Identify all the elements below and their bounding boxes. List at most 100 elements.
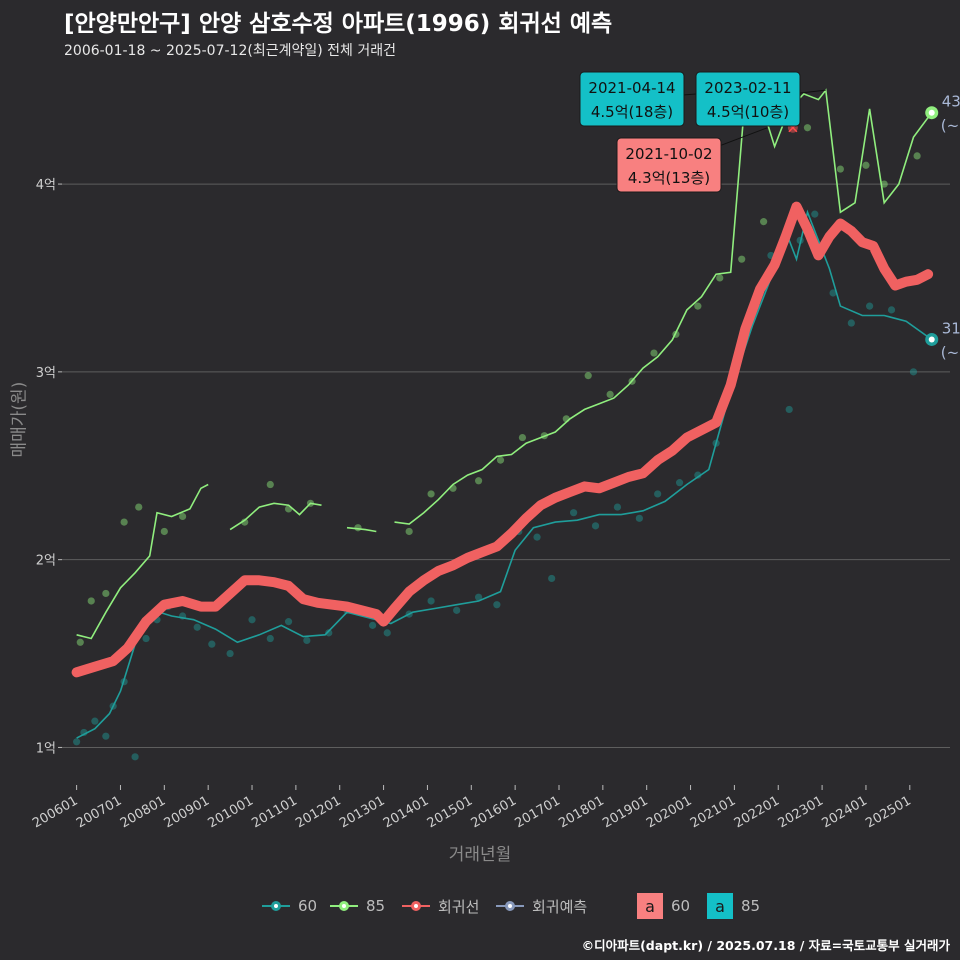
legend-label: 85 (366, 897, 386, 915)
regression-line (71, 201, 934, 678)
regression-path (71, 201, 934, 678)
x-tick-label: 200601 (30, 793, 80, 831)
point-60 (102, 732, 110, 740)
point-85 (102, 589, 110, 598)
point-60 (591, 522, 600, 530)
point-60 (284, 618, 293, 626)
y-ticks: 1억 2억 3억 4억 (36, 178, 62, 756)
legend-label-item-60: a 60 (637, 893, 690, 919)
legend-key (402, 901, 430, 911)
point-60 (654, 490, 662, 498)
point-60 (613, 503, 622, 511)
y-tick-label: 3억 (36, 366, 56, 381)
point-60 (694, 471, 702, 479)
chart-title: [안양만안구] 안양 삼호수정 아파트(1996) 회귀선 예측 (64, 11, 613, 37)
point-85 (760, 218, 768, 226)
point-85 (427, 490, 435, 498)
line-85 (229, 502, 322, 531)
point-60 (548, 574, 556, 583)
callout-date: 2021-10-02 (625, 145, 712, 163)
x-tick-label: 201301 (337, 793, 387, 831)
point-85 (518, 433, 527, 442)
x-ticks: 2006012007012008012009012010012011012012… (30, 785, 914, 831)
point-85 (803, 124, 812, 132)
point-60 (453, 606, 461, 614)
point-85 (87, 597, 95, 605)
point-60 (887, 306, 896, 314)
y-tick-label: 4억 (36, 178, 56, 193)
legend-item-60: 60 (262, 895, 317, 917)
legend-label: 회귀예측 (532, 897, 588, 916)
point-85 (913, 152, 921, 160)
callout-price: 4.3억(13층) (628, 169, 710, 187)
legend-label-item-85: a 85 (707, 893, 760, 919)
x-tick-label: 201101 (249, 793, 299, 831)
point-85 (241, 518, 249, 526)
point-60 (675, 479, 684, 487)
x-tick-label: 202101 (688, 793, 738, 831)
point-85 (178, 512, 187, 521)
x-axis-label: 거래년월 (448, 845, 512, 865)
point-85 (449, 484, 457, 492)
point-60 (369, 621, 377, 629)
line-85 (76, 483, 209, 640)
x-tick-label: 200801 (118, 793, 168, 831)
callouts: 2021-04-14 4.5억(18층) 2023-02-11 4.5억(10층) 20… (579, 71, 826, 193)
point-85 (266, 480, 274, 489)
point-60 (427, 597, 435, 605)
legend-label-swatch: a (637, 893, 663, 919)
point-85 (76, 638, 84, 646)
legend-label: 60 (671, 897, 691, 915)
grid (62, 183, 950, 748)
legend-item-regression: 회귀선 (402, 895, 479, 917)
point-85 (738, 255, 746, 263)
point-60 (226, 649, 234, 658)
point-85 (120, 518, 128, 526)
scatter-points (73, 105, 921, 761)
point-60 (533, 533, 541, 541)
point-85 (405, 527, 413, 536)
chart-subtitle: 2006-01-18 ~ 2025-07-12(최근계약일) 전체 거래건 (64, 43, 396, 59)
point-60 (142, 634, 150, 643)
end-value: 43,800 (942, 93, 960, 111)
point-85 (606, 390, 614, 398)
source-caption: ©디아파트(dapt.kr) / 2025.07.18 / 자료=국토교통부 실… (581, 938, 950, 953)
x-tick-label: 201501 (425, 793, 475, 831)
end-area: (~85㎡) (941, 117, 960, 135)
x-tick-label: 201001 (206, 793, 256, 831)
point-85 (836, 165, 844, 173)
x-tick-label: 201201 (293, 793, 343, 831)
x-tick-label: 201901 (600, 793, 650, 831)
x-tick-label: 202001 (644, 793, 694, 831)
x-tick-label: 202201 (732, 793, 782, 831)
legend-label: 85 (741, 897, 761, 915)
legend-label-swatch: a (707, 893, 733, 919)
point-60 (208, 640, 216, 648)
point-60 (570, 509, 578, 517)
point-60 (493, 601, 501, 609)
point-60 (829, 289, 837, 297)
point-60 (325, 629, 333, 637)
end-labels: 43,800 (~85㎡) 31,725 (~60㎡) (925, 93, 960, 361)
x-tick-label: 202401 (819, 793, 869, 831)
point-60 (131, 753, 139, 761)
line-60 (76, 209, 933, 739)
point-60 (266, 634, 274, 643)
point-60 (91, 717, 99, 725)
y-tick-label: 2억 (36, 554, 56, 569)
callout-price: 4.5억(18층) (591, 103, 673, 121)
point-85 (650, 349, 658, 357)
line-85 (346, 526, 377, 533)
point-60 (73, 738, 81, 746)
point-60 (785, 405, 793, 414)
point-85 (880, 180, 888, 188)
x-tick-label: 201601 (469, 793, 519, 831)
legend-key (262, 901, 290, 911)
x-tick-label: 201401 (381, 793, 431, 831)
point-60 (193, 623, 201, 631)
x-tick-label: 202501 (863, 793, 913, 831)
end-area: (~60㎡) (941, 343, 960, 361)
end-value: 31,725 (942, 319, 960, 337)
end-point-core (928, 109, 935, 116)
